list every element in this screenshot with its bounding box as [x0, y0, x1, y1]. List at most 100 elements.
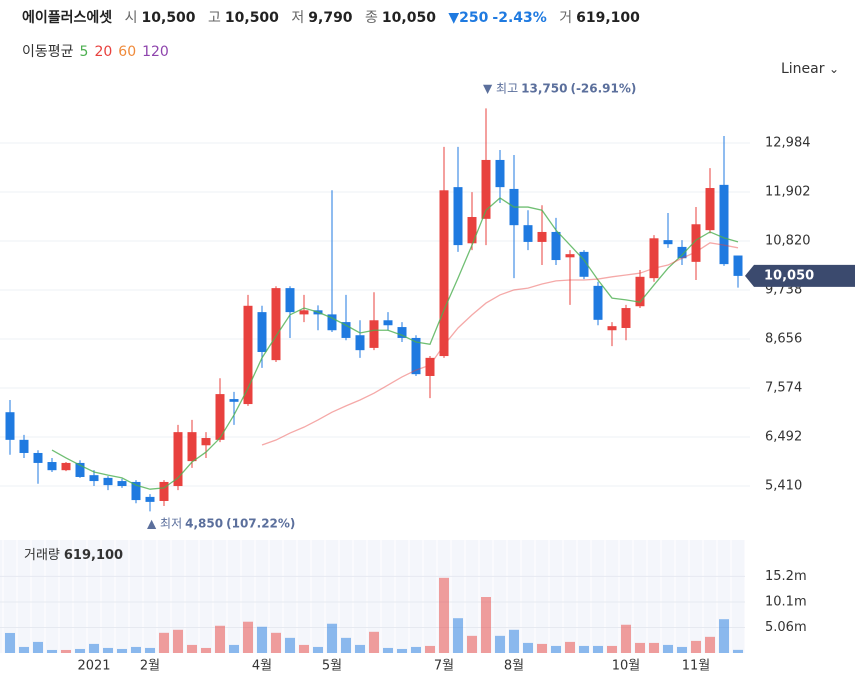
volume-bar	[635, 642, 645, 653]
volume-bar	[355, 644, 365, 653]
annotation: ▼ 최고 13,750 (-26.91%)	[483, 81, 636, 95]
volume-bar	[117, 648, 127, 653]
annotation-arrow: ▼	[483, 81, 496, 95]
candle-body	[495, 159, 505, 188]
volume-title-value: 619,100	[64, 548, 123, 563]
close-label: 종	[365, 10, 378, 26]
stock-name: 에이플러스에셋	[22, 10, 113, 26]
annotation-value: 13,750	[521, 81, 567, 95]
candle-body	[649, 238, 659, 279]
scale-select[interactable]: Linear ⌄	[781, 61, 839, 77]
annotation-text: 최고	[496, 81, 518, 95]
volume-bar	[173, 629, 183, 653]
ma-legend-item[interactable]: 5	[79, 44, 89, 60]
volume-title-text: 거래량	[24, 548, 60, 563]
close: 10,050	[381, 10, 436, 26]
volume-bar	[579, 645, 589, 653]
candle-body	[537, 231, 547, 242]
volume-bar	[523, 642, 533, 653]
y-tick-label: 6,492	[765, 430, 802, 445]
open: 10,500	[141, 10, 196, 26]
volume-title: 거래량 619,100	[24, 548, 123, 563]
candle-body	[159, 481, 169, 501]
candle-body	[89, 475, 99, 482]
candle-body	[75, 462, 85, 477]
candle-body	[271, 288, 281, 361]
x-tick-label: 8월	[504, 659, 524, 674]
price-tag	[745, 264, 855, 287]
volume-bar	[215, 625, 225, 653]
volume-bar	[257, 626, 267, 653]
volume-bar	[397, 648, 407, 653]
candle-body	[523, 225, 533, 242]
x-tick-label: 10월	[612, 659, 641, 674]
annotation-arrow: ▲	[147, 516, 160, 530]
y-tick-label: 8,656	[765, 332, 802, 347]
ma-legend-item[interactable]: 120	[142, 44, 169, 60]
price-tag-label: 10,050	[764, 268, 814, 283]
ma-legend-item[interactable]: 60	[118, 44, 137, 60]
x-tick-label: 11월	[682, 659, 711, 674]
y-tick-label: 7,574	[765, 381, 802, 396]
chevron: ⌄	[828, 62, 839, 76]
candle-body	[327, 314, 337, 331]
volume-bar	[593, 645, 603, 653]
candle-body	[299, 310, 309, 315]
volume-bar	[649, 642, 659, 653]
volume-bar	[33, 641, 43, 653]
volume-bar	[327, 623, 337, 653]
ma-legend-item[interactable]: 20	[94, 44, 113, 60]
candle-body	[453, 187, 463, 246]
candle-body	[621, 308, 631, 328]
annotation-text: 최저	[160, 516, 182, 530]
x-tick-label: 7월	[434, 659, 454, 674]
ma-line	[261, 242, 739, 446]
ma-legend: 이동평균 5 20 60 120	[22, 41, 175, 61]
candle-body	[61, 462, 71, 471]
candle-body	[733, 255, 743, 276]
candle-body	[719, 184, 729, 265]
volume-bar	[663, 644, 673, 653]
volume-bar	[719, 619, 729, 653]
candle-body	[369, 320, 379, 348]
volume-bar	[481, 597, 491, 653]
volume-bar	[551, 645, 561, 653]
candle-body	[285, 288, 295, 313]
volume-bar	[439, 577, 449, 653]
candle-body	[117, 481, 127, 487]
y-tick-label: 12,984	[765, 136, 811, 151]
candle-body	[691, 224, 701, 262]
candle-body	[173, 432, 183, 487]
candle-body	[383, 320, 393, 326]
volume-bar	[159, 632, 169, 653]
ma-line	[51, 197, 739, 490]
volume-bar	[5, 632, 15, 653]
volume-bar	[341, 637, 351, 653]
open-label: 시	[124, 10, 138, 26]
candle-body	[481, 159, 491, 219]
volume-bar	[425, 645, 435, 653]
volume-bar	[75, 648, 85, 653]
annotation-change: (107.22%)	[226, 516, 295, 530]
volume-bar	[299, 644, 309, 653]
volume-bar	[537, 643, 547, 653]
volume-bar	[47, 649, 57, 653]
volume-bar	[19, 646, 29, 653]
candle-body	[257, 312, 267, 352]
high: 10,500	[224, 10, 279, 26]
volume-bar	[187, 644, 197, 653]
volume-bar	[61, 649, 71, 653]
volume-bar	[495, 635, 505, 653]
volume-bar	[229, 644, 239, 653]
candle-body	[411, 337, 421, 375]
candle-body	[187, 432, 197, 462]
volume-bar	[453, 618, 463, 653]
candle-body	[397, 327, 407, 338]
candle-body	[565, 254, 575, 258]
candle-body	[341, 322, 351, 338]
volume-bar	[607, 645, 617, 653]
down-arrow: ▼	[448, 10, 460, 26]
candle-body	[425, 357, 435, 376]
candle-body	[201, 438, 211, 446]
